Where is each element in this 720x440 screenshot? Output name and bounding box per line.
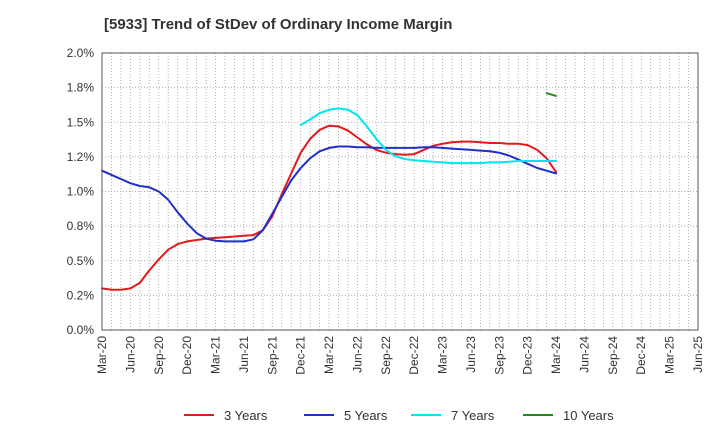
legend-label-3: 7 Years (451, 408, 495, 423)
x-tick-label: Mar-22 (322, 336, 336, 374)
x-tick-label: Sep-20 (152, 336, 166, 375)
y-tick-label: 1.5% (67, 115, 95, 129)
y-tick-label: 1.0% (67, 185, 95, 199)
x-tick-label: Sep-21 (265, 336, 279, 375)
y-tick-label: 2.0% (67, 46, 95, 60)
x-tick-label: Mar-23 (436, 336, 450, 374)
y-tick-label: 0.0% (67, 323, 95, 337)
x-tick-label: Jun-21 (237, 336, 251, 373)
x-tick-label: Mar-21 (209, 336, 223, 374)
y-tick-label: 0.5% (67, 254, 95, 268)
x-tick-label: Jun-22 (350, 336, 364, 373)
x-tick-label: Mar-25 (663, 336, 677, 374)
tick-labels: 0.0% 0.2% 0.5% 0.8% 1.0% 1.2% 1.5% 1.8% 2.0% Mar-… (67, 46, 705, 375)
x-tick-label: Jun-23 (464, 336, 478, 373)
series-lines (101, 92, 558, 291)
x-tick-label: Dec-20 (180, 336, 194, 375)
legend-label-4: 10 Years (563, 408, 614, 423)
series-line-4 (545, 92, 558, 97)
grid-lines (101, 52, 699, 331)
x-tick-label: Jun-25 (691, 336, 705, 373)
legend-label-2: 5 Years (344, 408, 388, 423)
x-tick-label: Jun-24 (577, 336, 591, 373)
legend-label-1: 3 Years (224, 408, 268, 423)
y-tick-label: 1.8% (67, 81, 95, 95)
x-tick-label: Mar-20 (95, 336, 109, 374)
chart-title: [5933] Trend of StDev of Ordinary Income… (104, 16, 453, 33)
y-tick-label: 1.2% (67, 150, 95, 164)
x-tick-label: Dec-21 (294, 336, 308, 375)
series-line-1 (101, 124, 558, 291)
y-tick-label: 0.8% (67, 219, 95, 233)
y-tick-label: 0.2% (67, 288, 95, 302)
x-tick-label: Mar-24 (549, 336, 563, 374)
series-line-2 (101, 145, 558, 243)
x-tick-label: Dec-22 (407, 336, 421, 375)
x-tick-label: Sep-22 (379, 336, 393, 375)
axes (101, 52, 699, 331)
x-tick-label: Sep-24 (606, 336, 620, 375)
x-tick-label: Dec-24 (634, 336, 648, 375)
plot-frame (101, 52, 699, 331)
x-tick-label: Sep-23 (492, 336, 506, 375)
x-tick-label: Dec-23 (521, 336, 535, 375)
legend: 3 Years 5 Years 7 Years 10 Years (184, 408, 614, 423)
x-tick-label: Jun-20 (123, 336, 137, 373)
series-line-3 (299, 107, 558, 165)
